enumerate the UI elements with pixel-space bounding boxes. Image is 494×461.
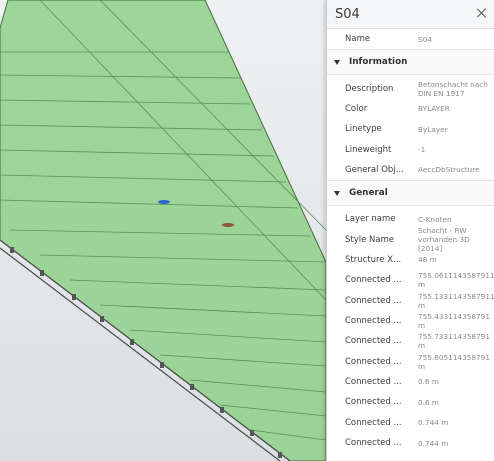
property-row: Connected ... 0.6 m [327,392,494,412]
section-header[interactable]: General [327,180,494,207]
property-row: Connected ... 755.433114358791 m [327,311,494,331]
property-value: 0.6 m [418,377,440,387]
property-label: Name [345,34,371,45]
property-value: 0.744 m [418,438,449,448]
property-value: ByLayer [418,124,448,134]
section-title: Information [349,57,408,68]
property-label: Structure X... [345,254,402,265]
property-value: 755.733114358791 m [418,332,490,351]
property-label: Connected ... [345,356,402,367]
property-value: AeccDbStructure [418,165,480,175]
property-value: 755.433114358791 m [418,311,490,330]
property-label: Connected ... [345,315,402,326]
property-value: 755.0611143587911 m [418,271,494,290]
property-value: S04 [418,34,432,44]
property-value: BYLAYER [418,104,450,114]
section-title: General [349,188,388,199]
property-row: Connected ... 755.805114358791 m [327,351,494,371]
property-row: Color BYLAYER [327,99,494,119]
property-row: Connected ... 755.733114358791 m [327,331,494,351]
property-value: 755.805114358791 m [418,352,490,371]
property-label: Connected ... [345,438,402,449]
collapse-icon [334,59,340,65]
property-label: Layer name [345,214,396,225]
property-label: Connected ... [345,376,402,387]
section-header[interactable]: Information [327,49,494,76]
property-value: Schacht - RW vorhanden 3D [2014] [418,226,470,254]
property-value: -1 [418,145,426,155]
property-label: Color [345,103,368,114]
property-row: Style Name Schacht - RW vorhanden 3D [201… [327,226,494,253]
property-value: C-Knoten [418,214,452,224]
property-row: Description Betonschacht nach DIN EN 1917 [327,78,494,98]
panel-header: S04 [327,0,494,29]
property-row: Lineweight -1 [327,139,494,159]
property-label: Connected ... [345,397,402,408]
property-value: 48 m [418,255,437,265]
property-label: Connected ... [345,417,402,428]
property-row: Layer name C-Knoten [327,209,494,229]
property-value: Betonschacht nach DIN EN 1917 [418,79,488,98]
property-value: 755.1331143587911 m [418,291,494,310]
property-row: Structure X... 48 m [327,250,494,270]
property-list: Name S04 Information Description Betonschach… [327,29,494,453]
property-row: Name S04 [327,29,494,49]
property-value: 0.744 m [418,418,449,428]
property-row: Connected ... 0.744 m [327,433,494,453]
property-label: Connected ... [345,295,402,306]
property-label: Description [345,83,394,94]
property-label: Lineweight [345,144,392,155]
property-row: General Obj... AeccDbStructure [327,160,494,180]
panel-title: S04 [335,6,360,22]
property-row: Connected ... 0.6 m [327,372,494,392]
property-label: Linetype [345,124,382,135]
property-label: Style Name [345,234,395,245]
property-row: Connected ... 0.744 m [327,413,494,433]
collapse-icon [334,190,340,196]
properties-panel: S04 Name S04 Information Description Betonsc… [326,0,494,461]
property-label: General Obj... [345,164,404,175]
property-row: Connected ... 755.0611143587911 m [327,270,494,290]
property-value: 0.6 m [418,397,440,407]
property-row: Connected ... 755.1331143587911 m [327,290,494,310]
close-button[interactable] [477,8,487,18]
property-label: Connected ... [345,275,402,286]
model-viewport[interactable] [0,0,326,461]
property-row: Linetype ByLayer [327,119,494,139]
property-label: Connected ... [345,336,402,347]
